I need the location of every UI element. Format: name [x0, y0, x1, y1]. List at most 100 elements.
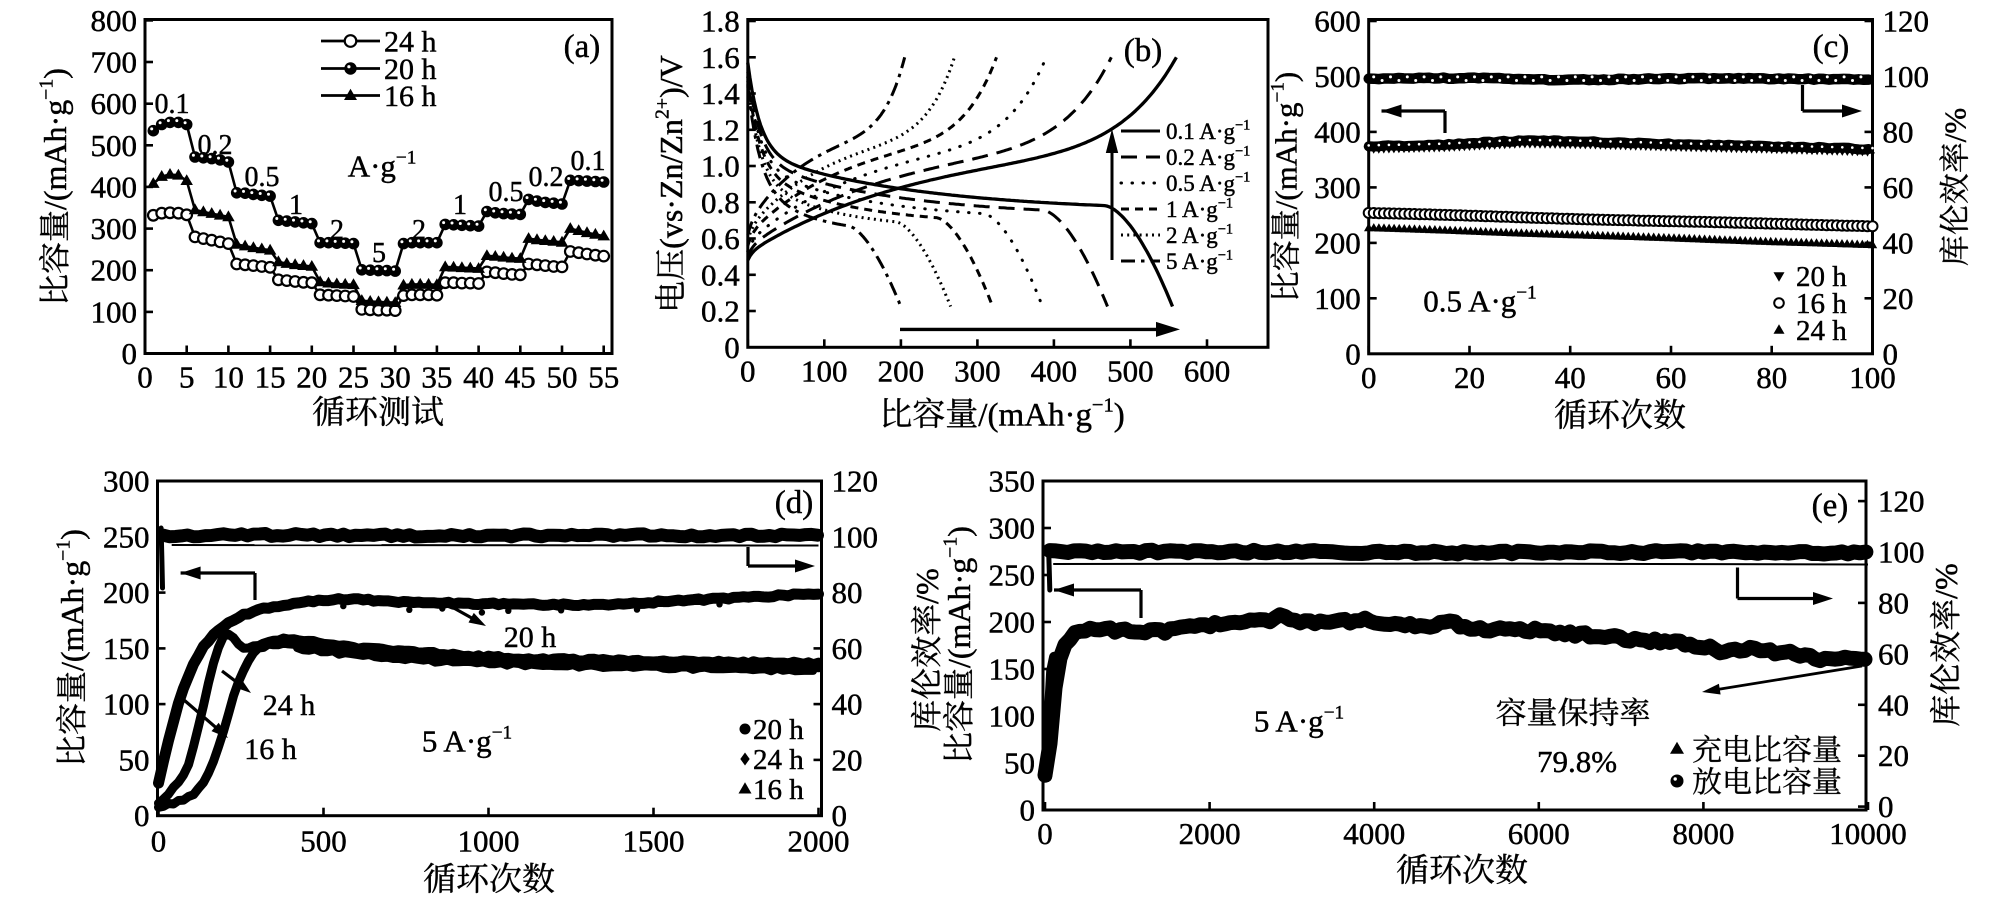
svg-text:50: 50 — [119, 742, 150, 777]
svg-text:): ) — [941, 526, 977, 537]
svg-text:1: 1 — [453, 190, 467, 221]
svg-text:1.6: 1.6 — [701, 40, 740, 75]
svg-text:16 h: 16 h — [384, 80, 437, 113]
svg-text:0.8: 0.8 — [701, 185, 740, 220]
svg-text:250: 250 — [103, 519, 150, 554]
svg-text:80: 80 — [1756, 360, 1787, 395]
svg-text:60: 60 — [832, 631, 863, 666]
svg-text:): ) — [1114, 397, 1125, 433]
svg-text:100: 100 — [103, 687, 150, 722]
svg-text:0.5 A·g: 0.5 A·g — [1423, 284, 1516, 319]
svg-text:120: 120 — [832, 464, 879, 499]
svg-text:800: 800 — [91, 3, 138, 38]
svg-text:0: 0 — [151, 824, 167, 859]
svg-text:1 A·g: 1 A·g — [1166, 197, 1218, 222]
svg-text:20: 20 — [296, 360, 327, 395]
svg-text:−1: −1 — [53, 540, 75, 561]
svg-text:0.1 A·g: 0.1 A·g — [1166, 119, 1236, 144]
svg-text:400: 400 — [91, 169, 138, 204]
svg-text:−1: −1 — [1235, 143, 1250, 159]
svg-text:20: 20 — [1883, 281, 1914, 316]
svg-text:2: 2 — [412, 215, 426, 246]
svg-text:0.5: 0.5 — [245, 162, 280, 193]
svg-text:300: 300 — [989, 511, 1036, 546]
svg-text:): ) — [1269, 72, 1304, 82]
svg-text:5 A·g: 5 A·g — [422, 724, 492, 759]
svg-text:−1: −1 — [36, 79, 58, 100]
svg-text:120: 120 — [1878, 484, 1925, 519]
svg-text:16 h: 16 h — [753, 774, 804, 806]
svg-text:24 h: 24 h — [753, 744, 804, 776]
svg-text:40: 40 — [463, 360, 494, 395]
svg-text:16 h: 16 h — [1796, 288, 1847, 320]
svg-text:30: 30 — [380, 360, 411, 395]
svg-text:50: 50 — [1004, 746, 1035, 781]
svg-text:A·g: A·g — [348, 149, 396, 184]
svg-text:2000: 2000 — [788, 824, 850, 859]
svg-text:80: 80 — [1883, 114, 1914, 149]
svg-text:0.6: 0.6 — [701, 221, 740, 256]
svg-text:2: 2 — [330, 215, 344, 246]
svg-text:5 A·g: 5 A·g — [1166, 249, 1218, 274]
svg-text:2000: 2000 — [1179, 816, 1241, 851]
svg-text:0.1: 0.1 — [155, 89, 190, 120]
svg-text:8000: 8000 — [1672, 816, 1734, 851]
svg-text:400: 400 — [1314, 114, 1361, 149]
svg-text:16 h: 16 h — [244, 733, 297, 766]
svg-text:45: 45 — [505, 360, 536, 395]
svg-text:0: 0 — [134, 798, 150, 833]
svg-text:1: 1 — [289, 190, 303, 221]
svg-text:1.4: 1.4 — [701, 76, 740, 111]
svg-text:20 h: 20 h — [384, 53, 437, 86]
svg-text:500: 500 — [300, 824, 347, 859]
svg-text:/%: /% — [1938, 108, 1973, 142]
svg-text:1000: 1000 — [458, 824, 520, 859]
svg-text:(c): (c) — [1813, 29, 1850, 65]
svg-text:(b): (b) — [1124, 33, 1162, 69]
svg-text:/(mAh·g: /(mAh·g — [941, 558, 977, 668]
svg-text:350: 350 — [989, 464, 1036, 499]
svg-text:1.8: 1.8 — [701, 4, 740, 39]
svg-text:400: 400 — [1031, 353, 1078, 388]
svg-text:40: 40 — [1883, 225, 1914, 260]
svg-text:500: 500 — [91, 128, 138, 163]
svg-text:2 A·g: 2 A·g — [1166, 223, 1218, 248]
svg-text:80: 80 — [832, 575, 863, 610]
svg-text:50: 50 — [547, 360, 578, 395]
svg-text:1.0: 1.0 — [701, 149, 740, 184]
svg-text:24 h: 24 h — [1796, 315, 1847, 347]
svg-text:0: 0 — [832, 798, 848, 833]
svg-text:(e): (e) — [1812, 488, 1849, 524]
svg-text:200: 200 — [103, 575, 150, 610]
svg-text:15: 15 — [255, 360, 286, 395]
svg-text:40: 40 — [1555, 360, 1586, 395]
svg-text:100: 100 — [801, 353, 848, 388]
svg-text:0: 0 — [740, 353, 756, 388]
svg-text:/%: /% — [1928, 563, 1964, 599]
svg-text:−1: −1 — [1218, 195, 1233, 211]
svg-text:100: 100 — [989, 699, 1036, 734]
svg-text:35: 35 — [421, 360, 452, 395]
svg-text:200: 200 — [878, 353, 925, 388]
svg-text:/(mAh·g: /(mAh·g — [1269, 103, 1304, 210]
svg-text:−1: −1 — [940, 537, 962, 558]
svg-text:300: 300 — [103, 464, 150, 499]
svg-text:80: 80 — [1878, 585, 1909, 620]
svg-text:0: 0 — [122, 336, 138, 371]
svg-text:24 h: 24 h — [384, 26, 437, 59]
svg-text:60: 60 — [1878, 636, 1909, 671]
svg-text:20 h: 20 h — [504, 621, 557, 654]
svg-text:600: 600 — [91, 86, 138, 121]
svg-text:20: 20 — [832, 742, 863, 777]
svg-text:120: 120 — [1883, 4, 1930, 39]
svg-text:/(mAh·g: /(mAh·g — [37, 100, 73, 210]
svg-text:79.8%: 79.8% — [1537, 744, 1617, 779]
svg-text:0.1: 0.1 — [571, 146, 606, 177]
svg-text:500: 500 — [1314, 59, 1361, 94]
svg-text:200: 200 — [989, 605, 1036, 640]
svg-text:0.2: 0.2 — [701, 294, 740, 329]
svg-text:0: 0 — [1037, 816, 1053, 851]
svg-text:−1: −1 — [1268, 82, 1289, 102]
svg-text:100: 100 — [1849, 360, 1896, 395]
svg-text:5 A·g: 5 A·g — [1254, 704, 1324, 739]
